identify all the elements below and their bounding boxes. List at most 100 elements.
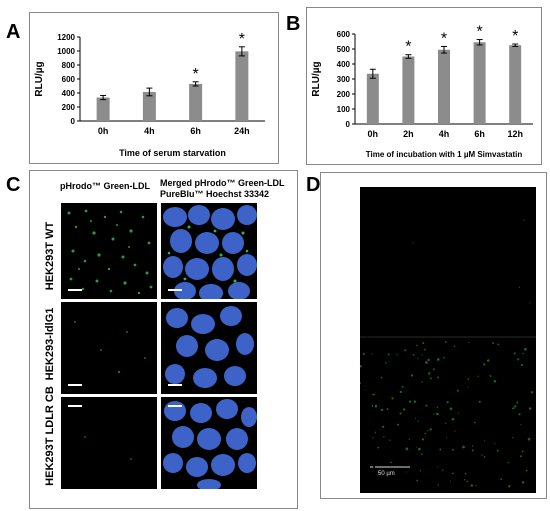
ldl-spot (470, 484, 474, 487)
ldl-spot (451, 448, 454, 451)
ldl-spot (374, 404, 378, 408)
ldl-spot (512, 436, 514, 439)
ldl-spot (464, 478, 466, 481)
ldl-spot (436, 406, 439, 409)
ldl-spot (437, 413, 439, 416)
ldl-spot (388, 361, 390, 363)
y-tick-label: 300 (337, 75, 351, 84)
ldl-spot (462, 445, 465, 449)
ldl-spot (421, 381, 423, 383)
y-tick-label: 200 (337, 90, 351, 99)
ldl-spot (467, 378, 470, 380)
ldl-spot (387, 353, 390, 356)
y-tick-label: 400 (62, 89, 76, 98)
significance-marker: * (441, 30, 447, 47)
x-tick-label: 12h (507, 129, 523, 139)
ldl-spot (421, 438, 425, 441)
ldl-spot (371, 353, 373, 355)
x-tick-label: 4h (439, 129, 450, 139)
ldl-spot (514, 405, 517, 408)
ldl-spot (475, 484, 477, 487)
ldl-spot (383, 436, 385, 438)
ldl-spot (471, 449, 474, 452)
x-tick-label: 4h (144, 126, 155, 136)
bar-0h (366, 73, 379, 124)
ldl-spot (494, 443, 496, 445)
scale-bar-label: 50 µm (378, 471, 395, 477)
ldl-spot (408, 438, 411, 441)
ldl-spot (520, 455, 522, 458)
ldl-spot (382, 425, 385, 429)
y-tick-label: 0 (346, 120, 351, 129)
ldl-spot (525, 469, 528, 472)
ldl-spot (417, 420, 419, 422)
ldl-spot (368, 376, 370, 379)
micrograph-c-wt-green (61, 203, 157, 299)
ldl-spot (396, 353, 398, 356)
bar-0h (96, 97, 110, 121)
ldl-spot (486, 359, 490, 362)
ldl-spot (442, 469, 444, 471)
ldl-spot (454, 430, 456, 432)
ldl-spot (500, 478, 503, 481)
ldl-spot (521, 481, 525, 484)
ldl-spot (372, 436, 375, 439)
ldl-spot (423, 348, 426, 351)
ldl-spot (518, 286, 521, 288)
ldl-spot (445, 422, 447, 424)
ldl-spot (419, 470, 422, 472)
micrograph-c-ldlrcb-green (61, 397, 157, 489)
ldl-spot (428, 372, 431, 375)
ldl-spot (483, 363, 486, 366)
ldl-spot (401, 385, 404, 388)
y-tick-label: 200 (62, 103, 76, 112)
merged-nuclei (163, 399, 257, 489)
ldl-spot (523, 219, 525, 221)
ldl-spot (391, 397, 394, 400)
ldl-spot (370, 450, 373, 453)
x-tick-label: 6h (474, 129, 485, 139)
ldl-spot (518, 413, 521, 416)
ldl-spot (497, 343, 500, 346)
ldl-spot (496, 449, 499, 452)
ldl-spot (390, 461, 393, 464)
ldl-spot (416, 344, 418, 347)
ldl-spot (464, 472, 467, 475)
ldl-spot (436, 358, 440, 361)
bar-12h (509, 45, 522, 124)
ldl-spot (471, 445, 474, 447)
x-tick-label: 2h (403, 129, 414, 139)
chart-b-frame: 0 100 200 300 400 500 600 RLU/µg 0h 2h * 4h * 6h * 12h *… (306, 7, 542, 165)
ldl-spot (522, 352, 524, 355)
ldl-spot (520, 424, 522, 426)
ldl-spot (360, 364, 362, 368)
ldl-spot (364, 385, 367, 388)
ldl-spot (360, 382, 361, 385)
ldl-spot (408, 400, 412, 403)
significance-marker: * (512, 28, 518, 45)
ldl-spot (445, 437, 448, 439)
y-tick-label: 800 (62, 61, 76, 70)
bar-2h (402, 56, 415, 124)
ldl-spot (429, 428, 432, 431)
ldl-spot (405, 471, 408, 473)
ldl-spot (530, 391, 534, 394)
ldl-spot (527, 437, 531, 441)
ldl-spot (449, 407, 453, 410)
scale-bar (68, 405, 82, 407)
ldl-spot (425, 404, 428, 407)
green-ldl-signal (74, 321, 146, 374)
panel-c-row-label-1: HEK293T WT (44, 221, 56, 291)
x-tick-label: 0h (368, 129, 379, 139)
x-axis-label: Time of incubation with 1 µM Simvastatin (366, 150, 523, 159)
ldl-spot (399, 390, 402, 394)
y-axis-label: RLU/µg (311, 61, 322, 96)
scale-bar (68, 289, 82, 291)
scale-bar (168, 405, 182, 407)
bar-6h (189, 83, 203, 121)
ldl-spot (389, 461, 391, 463)
panel-d-frame: 50 µm HEK293-ldlG1 HEK293T WT (320, 172, 547, 499)
panel-letter-a: A (6, 21, 21, 43)
ldl-spot (483, 440, 486, 442)
ldl-spot (432, 368, 435, 371)
